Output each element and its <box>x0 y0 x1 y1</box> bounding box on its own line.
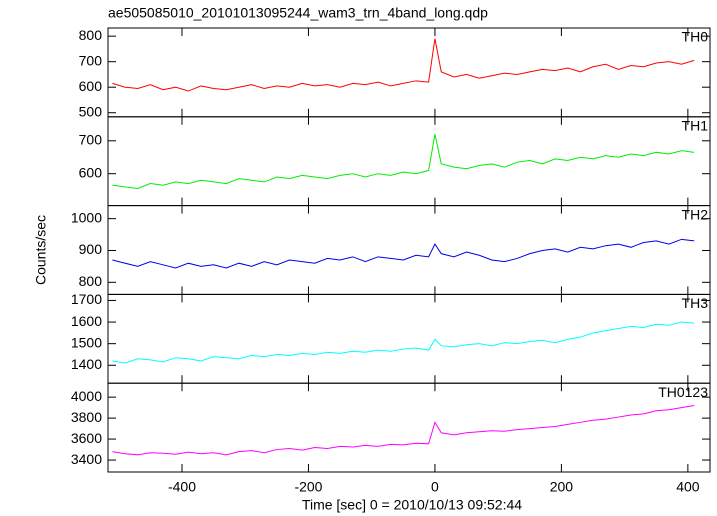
x-tick-label: 0 <box>431 479 439 495</box>
y-tick-label: 600 <box>79 78 103 94</box>
x-axis-label: Time [sec] 0 = 2010/10/13 09:52:44 <box>302 497 522 513</box>
series-label: TH0123 <box>658 384 708 400</box>
data-line <box>112 38 695 92</box>
y-tick-label: 800 <box>79 27 103 43</box>
y-tick-label: 4000 <box>71 388 102 404</box>
y-tick-label: 600 <box>79 164 103 180</box>
y-tick-label: 1600 <box>71 313 102 329</box>
series-label: TH2 <box>682 206 709 222</box>
panel-frame <box>107 293 711 384</box>
panel-frame <box>107 205 711 295</box>
y-tick-label: 1500 <box>71 334 102 350</box>
y-tick-label: 900 <box>79 241 103 257</box>
series-label: TH3 <box>682 295 709 311</box>
x-tick-label: -200 <box>294 479 322 495</box>
y-tick-label: 500 <box>79 103 103 119</box>
y-tick-label: 3600 <box>71 430 102 446</box>
x-tick-label: -400 <box>168 479 196 495</box>
panel-frame <box>107 116 711 207</box>
y-tick-label: 700 <box>79 132 103 148</box>
panel-frame <box>107 382 711 473</box>
series-label: TH1 <box>682 118 709 134</box>
panel-frame <box>107 27 711 118</box>
x-tick-label: 400 <box>676 479 700 495</box>
data-line <box>112 134 695 190</box>
y-tick-label: 1400 <box>71 356 102 372</box>
data-line <box>112 238 695 269</box>
y-tick-label: 3800 <box>71 409 102 425</box>
y-axis-label: Counts/sec <box>33 215 49 285</box>
x-tick-label: 200 <box>550 479 574 495</box>
y-tick-label: 1000 <box>71 209 102 225</box>
chart-title: ae505085010_20101013095244_wam3_trn_4ban… <box>108 5 488 21</box>
y-tick-label: 3400 <box>71 451 102 467</box>
data-line <box>112 321 695 364</box>
y-tick-label: 700 <box>79 52 103 68</box>
y-tick-label: 1700 <box>71 291 102 307</box>
data-line <box>112 405 695 456</box>
series-label: TH0 <box>682 29 709 45</box>
y-tick-label: 800 <box>79 273 103 289</box>
